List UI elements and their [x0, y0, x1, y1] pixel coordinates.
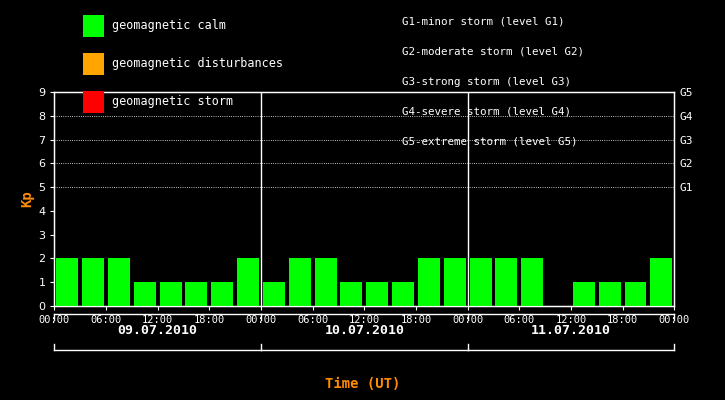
Bar: [444, 258, 465, 306]
Bar: [521, 258, 543, 306]
Bar: [392, 282, 414, 306]
Text: 11.07.2010: 11.07.2010: [531, 324, 611, 336]
Bar: [418, 258, 440, 306]
Bar: [160, 282, 181, 306]
Bar: [624, 282, 647, 306]
Y-axis label: Kp: Kp: [20, 191, 34, 207]
Bar: [82, 258, 104, 306]
Bar: [186, 282, 207, 306]
Bar: [211, 282, 233, 306]
Bar: [108, 258, 130, 306]
Text: 10.07.2010: 10.07.2010: [324, 324, 405, 336]
Text: geomagnetic storm: geomagnetic storm: [112, 96, 233, 108]
Bar: [237, 258, 259, 306]
Text: G3-strong storm (level G3): G3-strong storm (level G3): [402, 77, 571, 87]
Bar: [289, 258, 311, 306]
Bar: [263, 282, 285, 306]
Bar: [650, 258, 672, 306]
Text: G4-severe storm (level G4): G4-severe storm (level G4): [402, 107, 571, 117]
Bar: [315, 258, 336, 306]
Text: geomagnetic calm: geomagnetic calm: [112, 20, 226, 32]
Text: G5-extreme storm (level G5): G5-extreme storm (level G5): [402, 137, 578, 147]
Bar: [599, 282, 621, 306]
Bar: [573, 282, 594, 306]
Bar: [134, 282, 156, 306]
Bar: [366, 282, 388, 306]
Bar: [495, 258, 518, 306]
Text: geomagnetic disturbances: geomagnetic disturbances: [112, 58, 283, 70]
Text: G2-moderate storm (level G2): G2-moderate storm (level G2): [402, 47, 584, 57]
Text: Time (UT): Time (UT): [325, 377, 400, 391]
Text: 09.07.2010: 09.07.2010: [117, 324, 198, 336]
Bar: [57, 258, 78, 306]
Bar: [341, 282, 362, 306]
Text: G1-minor storm (level G1): G1-minor storm (level G1): [402, 17, 565, 27]
Bar: [470, 258, 492, 306]
